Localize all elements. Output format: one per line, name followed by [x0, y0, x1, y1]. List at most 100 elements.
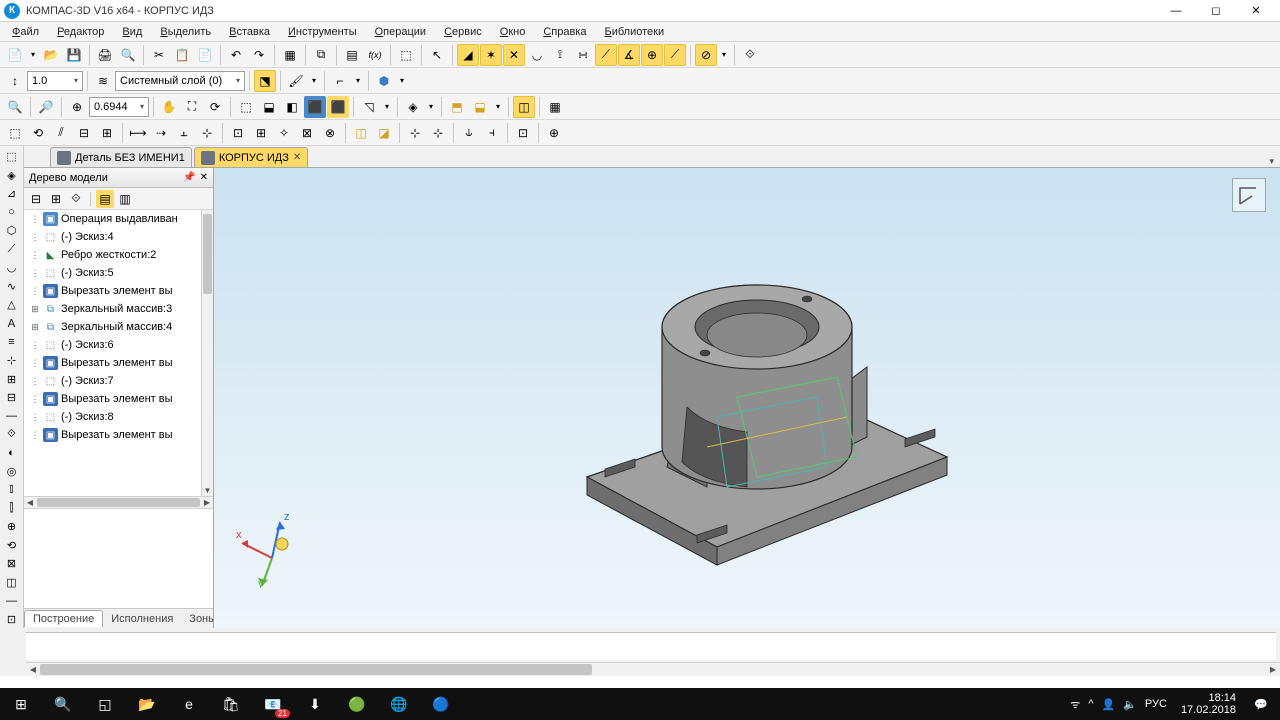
perspective-button[interactable]: ◹ [358, 96, 380, 118]
rotate3d-button[interactable]: ⟲ [27, 122, 49, 144]
section2-button[interactable]: ⬓ [469, 96, 491, 118]
left-tool-15[interactable]: ⟐ [2, 426, 22, 443]
left-tool-2[interactable]: ⊿ [2, 185, 22, 202]
print-preview-button[interactable]: 🔍 [117, 44, 139, 66]
snap-mid-button[interactable]: ✶ [480, 44, 502, 66]
rebuild-button[interactable]: ⟳ [204, 96, 226, 118]
expand-icon[interactable]: ⋮ [30, 232, 40, 243]
snap-nearest-button[interactable]: ⟋ [595, 44, 617, 66]
menu-файл[interactable]: Файл [4, 24, 47, 40]
tree-btn-2[interactable]: ⊞ [47, 190, 65, 208]
help-button[interactable]: ↖ [426, 44, 448, 66]
expand-icon[interactable]: ⋮ [30, 214, 40, 225]
section-button[interactable]: ⬒ [446, 96, 468, 118]
meas2-button[interactable]: ⊞ [250, 122, 272, 144]
tree-item[interactable]: ⋮⬚(-) Эскиз:5 [24, 264, 201, 282]
xtra7-button[interactable]: ⊡ [512, 122, 534, 144]
left-tool-16[interactable]: ◐ [2, 444, 22, 461]
minimize-button[interactable]: — [1156, 0, 1196, 22]
zoom-all-button[interactable]: ⛶ [181, 96, 203, 118]
open-button[interactable]: 📂 [40, 44, 62, 66]
tree-btn-4[interactable]: ▤ [96, 190, 114, 208]
paint-button[interactable]: 🖌 [285, 70, 307, 92]
cut-button[interactable]: ✂ [148, 44, 170, 66]
tree-btn-3[interactable]: ⟐ [67, 190, 85, 208]
extra-button[interactable]: ⟐ [739, 44, 761, 66]
taskbar-app-7[interactable]: ⬇ [294, 688, 336, 720]
expand-icon[interactable]: ⋮ [30, 430, 40, 441]
undo-button[interactable]: ↶ [225, 44, 247, 66]
tree-item[interactable]: ⋮▣Операция выдавливан [24, 210, 201, 228]
left-tool-1[interactable]: ◈ [2, 166, 22, 183]
left-tool-6[interactable]: ◡ [2, 259, 22, 276]
menu-инструменты[interactable]: Инструменты [280, 24, 365, 40]
menu-редактор[interactable]: Редактор [49, 24, 112, 40]
layer-combo[interactable]: Системный слой (0)▾ [115, 71, 245, 91]
notification-button[interactable]: 💬 [1242, 688, 1280, 720]
expand-icon[interactable]: ⋮ [30, 286, 40, 297]
left-tool-10[interactable]: ≡ [2, 333, 22, 350]
tree-item[interactable]: ⋮▣Вырезать элемент вы [24, 354, 201, 372]
meas3-button[interactable]: ✧ [273, 122, 295, 144]
save-button[interactable]: 💾 [63, 44, 85, 66]
left-tool-9[interactable]: Ａ [2, 314, 22, 332]
close-button[interactable]: ✕ [1236, 0, 1276, 22]
taskbar-app-9[interactable]: 🌐 [378, 688, 420, 720]
left-tool-17[interactable]: ◎ [2, 463, 22, 480]
menu-сервис[interactable]: Сервис [436, 24, 490, 40]
left-tool-11[interactable]: ⊹ [2, 352, 22, 369]
tree-button[interactable]: ▤ [341, 44, 363, 66]
persp-dropdown[interactable]: ▾ [381, 96, 393, 118]
tree-btn[interactable]: ⊟ [73, 122, 95, 144]
left-tool-3[interactable]: ○ [2, 203, 22, 220]
orient-dropdown[interactable]: ▾ [425, 96, 437, 118]
left-tool-14[interactable]: — [2, 407, 22, 424]
fx-button[interactable]: f(x) [364, 44, 386, 66]
angle-dropdown[interactable]: ▾ [352, 70, 364, 92]
snap-tangent-button[interactable]: ⟟ [549, 44, 571, 66]
properties-button[interactable]: ▦ [279, 44, 301, 66]
expand-icon[interactable]: ⋮ [30, 376, 40, 387]
menu-библиотеки[interactable]: Библиотеки [597, 24, 673, 40]
expand-icon[interactable]: ⋮ [30, 268, 40, 279]
left-tool-23[interactable]: ◫ [2, 574, 22, 591]
snap-intersect-button[interactable]: ◡ [526, 44, 548, 66]
select-button[interactable]: ⬚ [4, 122, 26, 144]
left-tool-22[interactable]: ⊠ [2, 555, 22, 572]
simplify-button[interactable]: ◫ [513, 96, 535, 118]
zoom-prev-button[interactable]: ⊕ [66, 96, 88, 118]
left-tool-25[interactable]: ⊡ [2, 611, 22, 628]
tray-icon-3[interactable]: 🔈 [1123, 698, 1137, 711]
taskbar-app-8[interactable]: 🟢 [336, 688, 378, 720]
expand-icon[interactable]: ⋮ [30, 340, 40, 351]
tree-btn-5[interactable]: ▥ [116, 190, 134, 208]
tray-icon-2[interactable]: 👤 [1102, 698, 1116, 711]
taskbar-app-2[interactable]: ◱ [84, 688, 126, 720]
tree-item[interactable]: ⋮⬚(-) Эскиз:4 [24, 228, 201, 246]
clock[interactable]: 18:14 17.02.2018 [1175, 692, 1242, 716]
hidden-button[interactable]: ⬓ [258, 96, 280, 118]
xtra6-button[interactable]: ⫞ [481, 122, 503, 144]
tree-item[interactable]: ⋮⬚(-) Эскиз:7 [24, 372, 201, 390]
snap-dropdown[interactable]: ▾ [718, 44, 730, 66]
tray-icon-1[interactable]: ^ [1088, 698, 1093, 710]
zoom-combo[interactable]: 0.6944▾ [89, 97, 149, 117]
taskbar-app-5[interactable]: 🛍 [210, 688, 252, 720]
system-tray[interactable]: ᯤ^👤🔈РУС [1062, 697, 1175, 712]
tree-item[interactable]: ⋮▣Вырезать элемент вы [24, 426, 201, 444]
dim2-button[interactable]: ⇢ [150, 122, 172, 144]
wireframe-button[interactable]: ⬚ [235, 96, 257, 118]
library-button[interactable]: ⬚ [395, 44, 417, 66]
left-tool-5[interactable]: ⟋ [2, 240, 22, 257]
left-tool-4[interactable]: ⬡ [2, 222, 22, 239]
paste-button[interactable]: 📄 [194, 44, 216, 66]
shaded-edges-button[interactable]: ⬛ [327, 96, 349, 118]
tray-icon-4[interactable]: РУС [1145, 698, 1167, 710]
tab-close[interactable]: ✕ [293, 152, 301, 163]
tree-btn-1[interactable]: ⊟ [27, 190, 45, 208]
bottom-hscroll[interactable]: ◀▶ [26, 662, 1280, 676]
snap-angle-button[interactable]: ∡ [618, 44, 640, 66]
viewport[interactable]: x y z [214, 168, 1280, 628]
line-width-combo[interactable]: 1.0▾ [27, 71, 83, 91]
xtra3-button[interactable]: ⊹ [404, 122, 426, 144]
